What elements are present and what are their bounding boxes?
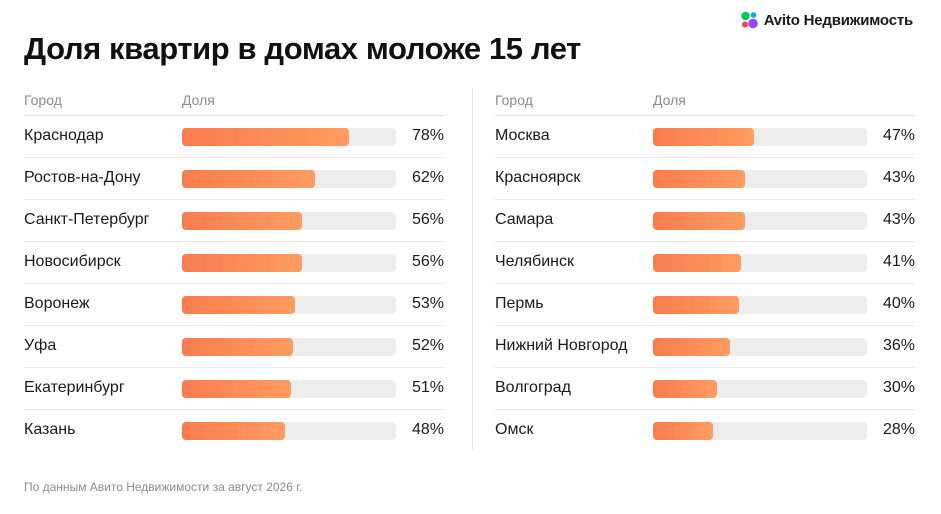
bar-track: [182, 170, 396, 188]
bar-track: [182, 380, 396, 398]
bar: [653, 422, 713, 440]
bar-track: [653, 296, 867, 314]
chart-title: Доля квартир в домах моложе 15 лет: [24, 31, 581, 66]
bar: [653, 170, 746, 188]
table-rows: Краснодар 78% Ростов-на-Дону 62% Санкт-Петер…: [24, 116, 444, 451]
value-label: 47%: [882, 127, 915, 144]
value-label: 62%: [411, 169, 444, 186]
bar: [182, 296, 296, 314]
city-column-header: Город: [495, 92, 533, 108]
share-column-header: Доля: [653, 92, 686, 108]
table-row: Воронеж 53%: [24, 284, 444, 326]
chart-table-right: Город Доля Москва 47% Красноярск 43% Самара 4…: [495, 88, 915, 451]
city-label: Уфа: [24, 337, 57, 354]
table-row: Красноярск 43%: [495, 158, 915, 200]
city-label: Новосибирск: [24, 253, 121, 270]
city-label: Омск: [495, 421, 534, 438]
bar-track: [182, 128, 396, 146]
bar: [653, 296, 739, 314]
bar: [182, 338, 294, 356]
bar-track: [182, 422, 396, 440]
share-column-header: Доля: [182, 92, 215, 108]
table-row: Казань 48%: [24, 410, 444, 451]
city-label: Красноярск: [495, 169, 581, 186]
table-row: Нижний Новгород 36%: [495, 326, 915, 368]
bar-track: [653, 212, 867, 230]
table-row: Челябинск 41%: [495, 242, 915, 284]
value-label: 43%: [882, 169, 915, 186]
chart-table-left: Город Доля Краснодар 78% Ростов-на-Дону 62%…: [24, 88, 444, 451]
table-row: Санкт-Петербург 56%: [24, 200, 444, 242]
avito-dots-icon: [741, 11, 758, 29]
table-row: Екатеринбург 51%: [24, 368, 444, 410]
bar: [653, 380, 718, 398]
bar: [182, 170, 315, 188]
table-header: Город Доля: [495, 88, 915, 116]
bar-track: [182, 254, 396, 272]
city-label: Волгоград: [495, 379, 571, 396]
table-row: Самара 43%: [495, 200, 915, 242]
bar-track: [653, 128, 867, 146]
table-rows: Москва 47% Красноярск 43% Самара 43% Челябинск…: [495, 116, 915, 451]
bar: [182, 254, 302, 272]
brand-logo: Avito Недвижимость: [739, 9, 913, 31]
value-label: 48%: [411, 421, 444, 438]
source-footnote: По данным Авито Недвижимости за август 2…: [24, 480, 303, 494]
bar-track: [653, 170, 867, 188]
bar-track: [653, 380, 867, 398]
bar: [182, 128, 349, 146]
value-label: 30%: [882, 379, 915, 396]
table-row: Москва 47%: [495, 116, 915, 158]
city-label: Челябинск: [495, 253, 574, 270]
bar: [653, 212, 746, 230]
city-label: Краснодар: [24, 127, 104, 144]
table-row: Новосибирск 56%: [24, 242, 444, 284]
table-row: Омск 28%: [495, 410, 915, 451]
city-label: Ростов-на-Дону: [24, 169, 141, 186]
bar: [182, 422, 285, 440]
table-row: Пермь 40%: [495, 284, 915, 326]
table-row: Волгоград 30%: [495, 368, 915, 410]
value-label: 53%: [411, 295, 444, 312]
value-label: 78%: [411, 127, 444, 144]
value-label: 28%: [882, 421, 915, 438]
value-label: 41%: [882, 253, 915, 270]
bar-track: [182, 212, 396, 230]
table-header: Город Доля: [24, 88, 444, 116]
brand-name: Avito Недвижимость: [763, 11, 913, 29]
bar-track: [653, 338, 867, 356]
city-column-header: Город: [24, 92, 62, 108]
bar: [182, 212, 302, 230]
value-label: 36%: [882, 337, 915, 354]
city-label: Нижний Новгород: [495, 337, 628, 354]
value-label: 56%: [411, 253, 444, 270]
bar-track: [182, 296, 396, 314]
table-row: Уфа 52%: [24, 326, 444, 368]
bar: [653, 128, 754, 146]
bar: [182, 380, 292, 398]
city-label: Санкт-Петербург: [24, 211, 150, 228]
value-label: 52%: [411, 337, 444, 354]
city-label: Москва: [495, 127, 550, 144]
city-label: Екатеринбург: [24, 379, 125, 396]
table-row: Краснодар 78%: [24, 116, 444, 158]
value-label: 40%: [882, 295, 915, 312]
bar: [653, 338, 731, 356]
table-row: Ростов-на-Дону 62%: [24, 158, 444, 200]
bar-track: [653, 254, 867, 272]
city-label: Пермь: [495, 295, 544, 312]
bar-track: [653, 422, 867, 440]
city-label: Казань: [24, 421, 76, 438]
bar: [653, 254, 741, 272]
city-label: Самара: [495, 211, 554, 228]
city-label: Воронеж: [24, 295, 90, 312]
column-divider: [472, 88, 473, 450]
value-label: 51%: [411, 379, 444, 396]
value-label: 43%: [882, 211, 915, 228]
bar-track: [182, 338, 396, 356]
value-label: 56%: [411, 211, 444, 228]
